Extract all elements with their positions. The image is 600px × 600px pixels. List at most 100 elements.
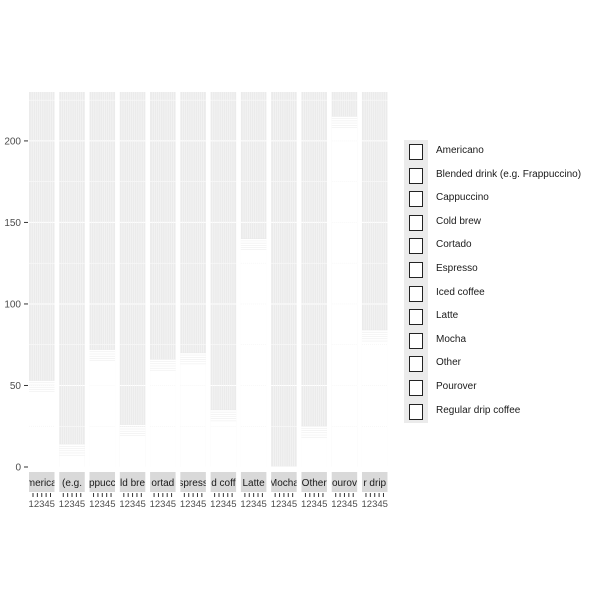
legend-label: Iced coffee xyxy=(436,286,485,298)
facet-strip xyxy=(331,472,358,492)
facet-strip-label: Other xyxy=(302,478,328,489)
legend-swatch xyxy=(409,356,423,373)
legend-label: Latte xyxy=(436,310,459,322)
legend-item: Cortado xyxy=(404,234,600,258)
legend-key xyxy=(404,399,428,424)
facet-strip xyxy=(361,472,388,492)
facet-strip-label: ourov xyxy=(332,478,357,489)
legend-label: Cappuccino xyxy=(436,192,489,204)
facet-strip-label: spress xyxy=(178,478,207,489)
facet-panel: Latte 12345 xyxy=(240,92,267,510)
facet-strip-label: Mocha xyxy=(269,478,299,489)
legend-label: Regular drip coffee xyxy=(436,404,521,416)
facet-strip-label: ld bre xyxy=(120,478,145,489)
legend-swatch xyxy=(409,332,423,349)
legend-item: Espresso xyxy=(404,257,600,282)
facet-strip xyxy=(301,472,327,492)
facet-panel: ortad 12345 xyxy=(150,92,176,510)
legend-key xyxy=(404,281,428,306)
legend-item: Blended drink (e.g. Frappuccino) xyxy=(404,163,600,188)
facet-strip xyxy=(271,472,297,492)
legend-item: Other xyxy=(404,352,600,376)
bar xyxy=(240,238,267,467)
legend-item: Regular drip coffee xyxy=(404,399,600,424)
bar xyxy=(150,359,176,467)
x-axis-tick-labels: 12345 xyxy=(59,499,85,510)
facet-strip xyxy=(119,472,146,492)
legend-key xyxy=(404,163,428,188)
bar xyxy=(29,380,55,467)
legend-item: Pourover xyxy=(404,375,600,400)
y-axis-tick-label: 50 xyxy=(10,381,22,392)
legend-item: Americano xyxy=(404,140,600,164)
legend-item: Cappuccino xyxy=(404,187,600,211)
facet-strip-label: d coff xyxy=(211,478,235,489)
x-axis-tick-labels: 12345 xyxy=(271,499,297,510)
legend-key xyxy=(404,375,428,400)
facet-strip xyxy=(180,472,206,492)
y-axis-tick-label: 200 xyxy=(4,136,21,147)
legend-label: Other xyxy=(436,357,462,369)
facet-strip xyxy=(59,472,85,492)
legend-item: Latte xyxy=(404,305,600,329)
facet-strip xyxy=(89,472,116,492)
facet-panel: ppucc 12345 xyxy=(89,92,116,510)
bar xyxy=(331,116,358,468)
legend-label: Americano xyxy=(436,145,484,156)
legend-key xyxy=(404,140,428,164)
legend-item: Iced coffee xyxy=(404,281,600,306)
facet-panel: Other 12345 xyxy=(301,92,327,510)
facet-panel: ld bre 12345 xyxy=(119,92,146,510)
legend-key xyxy=(404,352,428,376)
legend-key xyxy=(404,305,428,329)
facet-strip xyxy=(240,472,267,492)
legend-item: Mocha xyxy=(404,328,600,353)
facet-panel: spress 12345 xyxy=(178,92,207,510)
legend-swatch xyxy=(409,285,423,302)
y-axis-tick-label: 150 xyxy=(4,218,21,229)
legend-label: Blended drink (e.g. Frappuccino) xyxy=(436,168,582,180)
facet-panel: (e.g. 12345 xyxy=(59,92,85,510)
facet-panel: r drip 12345 xyxy=(362,92,388,510)
x-axis-tick-labels: 12345 xyxy=(331,499,357,510)
facet-strip-label: (e.g. xyxy=(62,478,82,489)
facet-strip xyxy=(150,472,176,492)
bar xyxy=(89,349,116,467)
legend-label: Espresso xyxy=(436,262,478,274)
legend-swatch xyxy=(409,403,423,420)
facet-strip-label: ortad xyxy=(151,478,174,489)
y-axis-tick-label: 100 xyxy=(4,299,21,310)
y-axis-tick-label: 0 xyxy=(15,463,21,474)
legend: Americano Blended drink (e.g. Frappuccino… xyxy=(404,140,600,424)
facet-strip-label: Latte xyxy=(243,478,266,489)
facet-panel: d coff 12345 xyxy=(210,92,237,510)
x-axis-tick-labels: 12345 xyxy=(29,499,55,510)
facet-strip xyxy=(29,472,55,492)
bar xyxy=(180,352,206,467)
legend-key xyxy=(404,234,428,258)
x-axis-tick-labels: 12345 xyxy=(210,499,236,510)
legend-swatch xyxy=(409,309,423,326)
legend-swatch xyxy=(409,191,423,208)
legend-swatch xyxy=(409,261,423,278)
legend-key xyxy=(404,328,428,353)
legend-label: Cold brew xyxy=(436,215,482,227)
legend-swatch xyxy=(409,238,423,255)
facet-strip-label: r drip xyxy=(363,478,386,489)
legend-swatch xyxy=(409,167,423,184)
legend-label: Pourover xyxy=(436,380,477,392)
facet-panel: Mocha 12345 xyxy=(269,92,299,510)
facet-panel: ourov 12345 xyxy=(331,92,358,510)
x-axis-tick-labels: 12345 xyxy=(150,499,176,510)
x-axis-tick-labels: 12345 xyxy=(89,499,115,510)
legend-swatch xyxy=(409,214,423,231)
x-axis-tick-labels: 12345 xyxy=(301,499,327,510)
facet-strip-label: ppucc xyxy=(89,478,116,489)
legend-key xyxy=(404,210,428,235)
legend-key xyxy=(404,187,428,211)
legend-key xyxy=(404,257,428,282)
legend-swatch xyxy=(409,379,423,396)
bar xyxy=(361,330,388,467)
x-axis-tick-labels: 12345 xyxy=(362,499,388,510)
